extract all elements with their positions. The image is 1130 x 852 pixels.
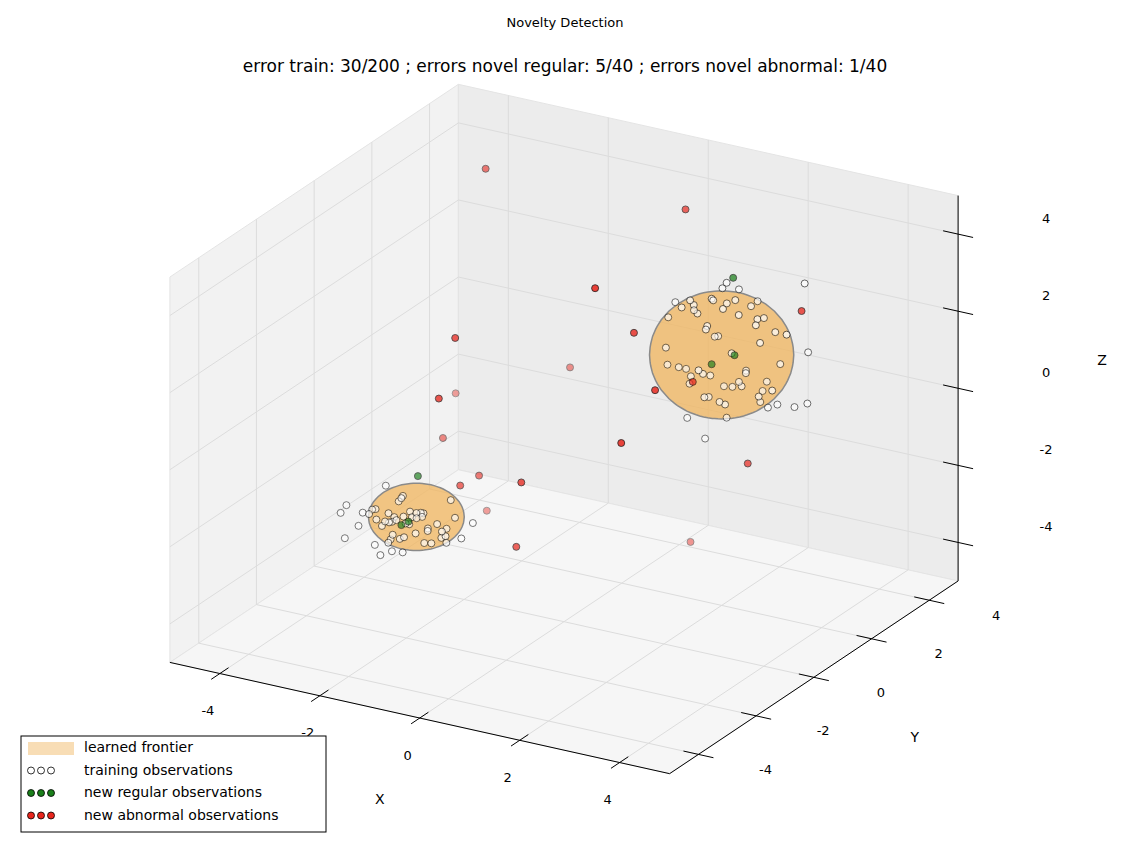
- svg-text:Y: Y: [910, 729, 920, 745]
- svg-text:4: 4: [603, 792, 611, 807]
- svg-text:-2: -2: [301, 725, 314, 740]
- svg-text:-2: -2: [817, 723, 830, 738]
- svg-text:-4: -4: [1040, 519, 1053, 534]
- svg-text:-2: -2: [1040, 442, 1053, 457]
- svg-text:-4: -4: [759, 762, 772, 777]
- svg-text:2: 2: [934, 646, 942, 661]
- svg-text:X: X: [375, 791, 385, 807]
- svg-text:-4: -4: [201, 703, 214, 718]
- svg-text:4: 4: [992, 608, 1000, 623]
- svg-text:2: 2: [504, 770, 512, 785]
- svg-text:0: 0: [877, 685, 885, 700]
- svg-text:Z: Z: [1097, 352, 1107, 368]
- svg-text:training observations: training observations: [84, 762, 233, 778]
- svg-text:learned frontier: learned frontier: [84, 739, 193, 755]
- svg-text:4: 4: [1042, 211, 1050, 226]
- svg-text:Novelty Detection: Novelty Detection: [506, 15, 623, 30]
- svg-text:error train: 30/200 ; errors n: error train: 30/200 ; errors novel regul…: [243, 56, 887, 76]
- svg-text:0: 0: [404, 748, 412, 763]
- svg-text:new abnormal observations: new abnormal observations: [84, 807, 278, 823]
- svg-text:2: 2: [1042, 288, 1050, 303]
- svg-text:0: 0: [1042, 365, 1050, 380]
- svg-text:new regular observations: new regular observations: [84, 784, 262, 800]
